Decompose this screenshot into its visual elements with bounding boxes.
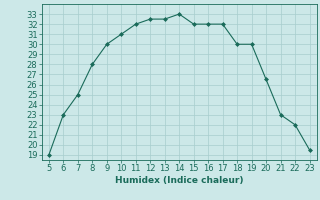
- X-axis label: Humidex (Indice chaleur): Humidex (Indice chaleur): [115, 176, 244, 185]
